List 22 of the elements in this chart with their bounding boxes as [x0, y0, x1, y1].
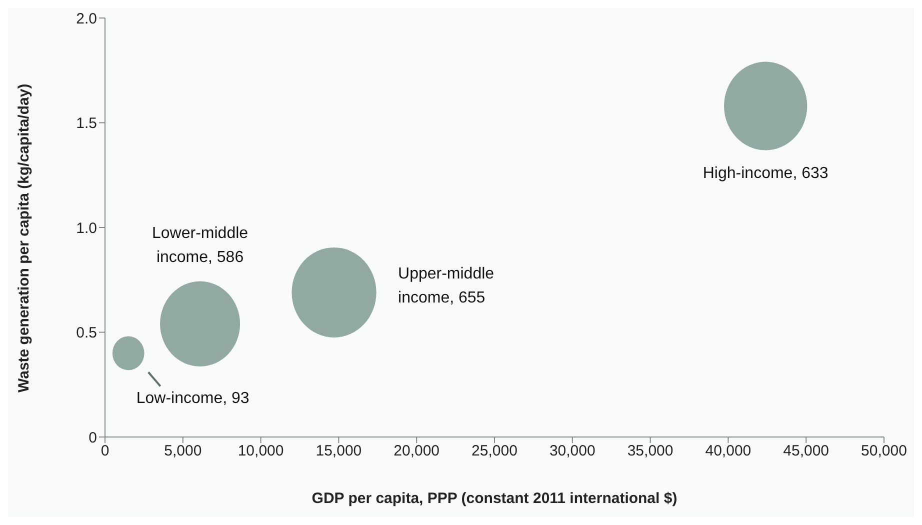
- y-tick-label: 2.0: [76, 10, 97, 28]
- annotation: High-income, 633: [702, 164, 828, 182]
- annotation: Upper-middle income, 655: [398, 265, 494, 306]
- x-tick-label: 10,000: [238, 442, 284, 460]
- x-tick-label: 45,000: [783, 442, 830, 460]
- y-tick-label: 1.0: [76, 220, 97, 237]
- x-tick-label: 30,000: [549, 442, 596, 460]
- x-tick-label: 40,000: [705, 442, 752, 460]
- annotation: Low-income, 93: [136, 390, 250, 408]
- x-tick-label: 35,000: [627, 442, 674, 460]
- y-tick-label: 0.5: [76, 324, 97, 342]
- x-tick-label: 50,000: [861, 442, 907, 460]
- x-tick-label: 15,000: [316, 442, 362, 460]
- x-tick-label: 20,000: [394, 442, 440, 460]
- x-tick-label: 0: [100, 442, 110, 460]
- y-tick-label: 0: [88, 429, 97, 446]
- x-tick-label: 25,000: [472, 442, 518, 460]
- y-axis-title: Waste generation per capita (kg/capita/day): [15, 84, 32, 392]
- annotation: Lower-middle income, 586: [152, 224, 248, 266]
- x-axis-title: GDP per capita, PPP (constant 2011 international $): [312, 490, 678, 507]
- y-tick-label: 1.5: [76, 115, 97, 132]
- x-tick-label: 5,000: [164, 442, 202, 460]
